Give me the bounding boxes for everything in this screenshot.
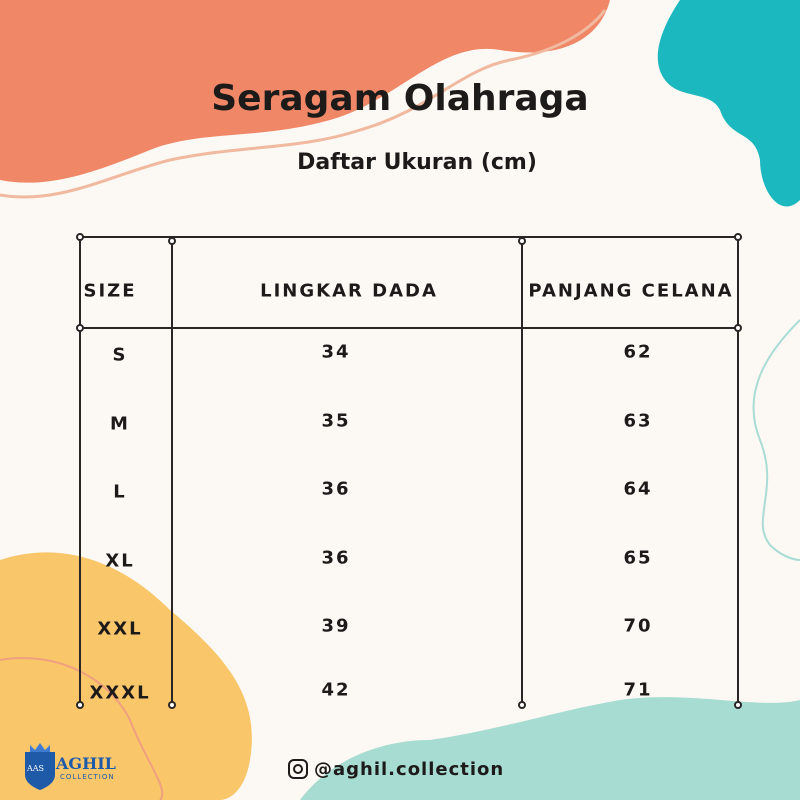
logo-tagline: COLLECTION <box>60 773 115 781</box>
coral-line-bottom <box>0 657 164 800</box>
value-cell: 42 <box>321 679 351 701</box>
column-header: LINGKAR DADA <box>260 280 438 302</box>
size-cell: XL <box>105 550 135 572</box>
value-cell: 63 <box>623 410 653 432</box>
instagram-handle: @aghil.collection <box>314 759 505 780</box>
value-cell: 62 <box>623 341 653 363</box>
instagram-icon <box>288 759 308 779</box>
value-cell: 64 <box>623 478 653 500</box>
logo-shield <box>25 743 55 790</box>
logo-badge: AAS <box>27 764 45 773</box>
mint-blob <box>300 697 800 800</box>
value-cell: 36 <box>321 478 351 500</box>
table-lines <box>76 233 742 709</box>
column-header: SIZE <box>83 280 137 302</box>
value-cell: 70 <box>623 615 653 637</box>
teal-blob <box>657 0 800 207</box>
mint-line <box>752 319 800 561</box>
size-cell: S <box>112 344 128 366</box>
size-cell: XXXL <box>89 682 151 704</box>
value-cell: 35 <box>321 410 351 432</box>
logo-name: AGHIL <box>56 754 116 773</box>
value-cell: 34 <box>321 341 351 363</box>
subtitle: Daftar Ukuran (cm) <box>297 150 537 175</box>
yellow-blob <box>0 552 252 800</box>
coral-blob <box>0 0 610 183</box>
column-header: PANJANG CELANA <box>528 280 734 302</box>
value-cell: 39 <box>321 615 351 637</box>
coral-line <box>0 9 607 199</box>
size-cell: XXL <box>97 618 143 640</box>
value-cell: 65 <box>623 547 653 569</box>
value-cell: 36 <box>321 547 351 569</box>
title: Seragam Olahraga <box>211 78 589 119</box>
size-cell: M <box>110 413 130 435</box>
size-cell: L <box>113 481 127 503</box>
value-cell: 71 <box>623 679 653 701</box>
